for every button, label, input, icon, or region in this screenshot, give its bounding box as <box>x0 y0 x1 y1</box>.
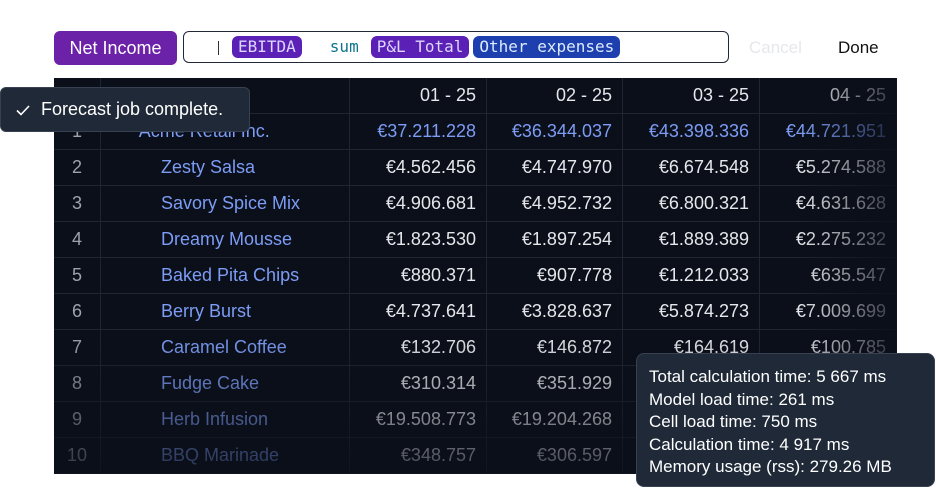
value-cell: €3.828.637 <box>487 294 623 329</box>
row-name: Dreamy Mousse <box>101 222 350 257</box>
table-row: 6 Berry Burst €4.737.641 €3.828.637 €5.874.2… <box>54 294 897 330</box>
toast: Forecast job complete. <box>0 87 250 132</box>
formula-token[interactable]: Other expenses <box>473 36 621 58</box>
column-header: 03 - 25 <box>623 78 760 113</box>
tooltip: Total calculation time: 5 667 ms Model lo… <box>636 353 935 487</box>
tooltip-line: Model load time: 261 ms <box>649 389 835 409</box>
column-header: 02 - 25 <box>487 78 623 113</box>
column-header: 01 - 25 <box>350 78 487 113</box>
value-cell: €5.874.273 <box>623 294 760 329</box>
formula-token[interactable]: sum <box>329 37 359 56</box>
value-cell: €4.562.456 <box>350 150 487 185</box>
formula-label[interactable]: Net Income <box>54 31 177 65</box>
tooltip-line: Calculation time: 4 917 ms <box>649 434 850 454</box>
value-cell: €1.212.033 <box>623 258 760 293</box>
value-cell: €6.800.321 <box>623 186 760 221</box>
row-name: Berry Burst <box>101 294 350 329</box>
value-cell: €4.906.681 <box>350 186 487 221</box>
value-cell: €1.889.389 <box>623 222 760 257</box>
row-number: 6 <box>54 294 101 329</box>
row-name: Baked Pita Chips <box>101 258 350 293</box>
row-number: 4 <box>54 222 101 257</box>
table-row: 4 Dreamy Mousse €1.823.530 €1.897.254 €1.889… <box>54 222 897 258</box>
value-cell: €4.737.641 <box>350 294 487 329</box>
value-cell: €37.211.228 <box>350 114 487 149</box>
row-name-text: Dreamy Mousse <box>161 229 293 249</box>
done-button[interactable]: Done <box>838 38 879 57</box>
header-cell <box>101 78 350 113</box>
toast-text: Forecast job complete. <box>41 99 224 119</box>
table-row: 3 Savory Spice Mix €4.906.681 €4.952.732 €6.… <box>54 186 897 222</box>
check-icon <box>16 104 30 116</box>
formula-token[interactable]: P&L Total <box>370 36 470 58</box>
cancel-button[interactable]: Cancel <box>749 38 802 57</box>
row-number: 3 <box>54 186 101 221</box>
tooltip-line: Cell load time: 750 ms <box>649 412 818 431</box>
value-cell: €36.344.037 <box>487 114 623 149</box>
value-cell: €43.398.336 <box>623 114 760 149</box>
formula-token[interactable]: EBITDA <box>232 36 302 58</box>
tooltip-line: Memory usage (rss): 279.26 MB <box>649 457 892 476</box>
tooltip-line: Total calculation time: 5 667 ms <box>649 367 887 386</box>
table-row: 2 Zesty Salsa €4.562.456 €4.747.970 €6.674.5… <box>54 150 897 186</box>
formula-input[interactable]: EBITDA sum P&L Total Other expenses <box>183 31 729 63</box>
row-name-text: Baked Pita Chips <box>161 265 300 285</box>
row-name-text: Zesty Salsa <box>161 157 256 177</box>
value-cell: €1.897.254 <box>487 222 623 257</box>
row-name-text: Savory Spice Mix <box>161 193 301 213</box>
row-number: 2 <box>54 150 101 185</box>
row-name: Zesty Salsa <box>101 150 350 185</box>
value-cell: €880.371 <box>350 258 487 293</box>
row-name: Savory Spice Mix <box>101 186 350 221</box>
table-row: 5 Baked Pita Chips €880.371 €907.778 €1.212.… <box>54 258 897 294</box>
value-cell: €4.952.732 <box>487 186 623 221</box>
text-cursor <box>218 41 219 55</box>
row-name-text: Berry Burst <box>161 301 252 321</box>
row-number: 5 <box>54 258 101 293</box>
value-cell: €4.747.970 <box>487 150 623 185</box>
value-cell: €907.778 <box>487 258 623 293</box>
value-cell: €6.674.548 <box>623 150 760 185</box>
value-cell: €1.823.530 <box>350 222 487 257</box>
